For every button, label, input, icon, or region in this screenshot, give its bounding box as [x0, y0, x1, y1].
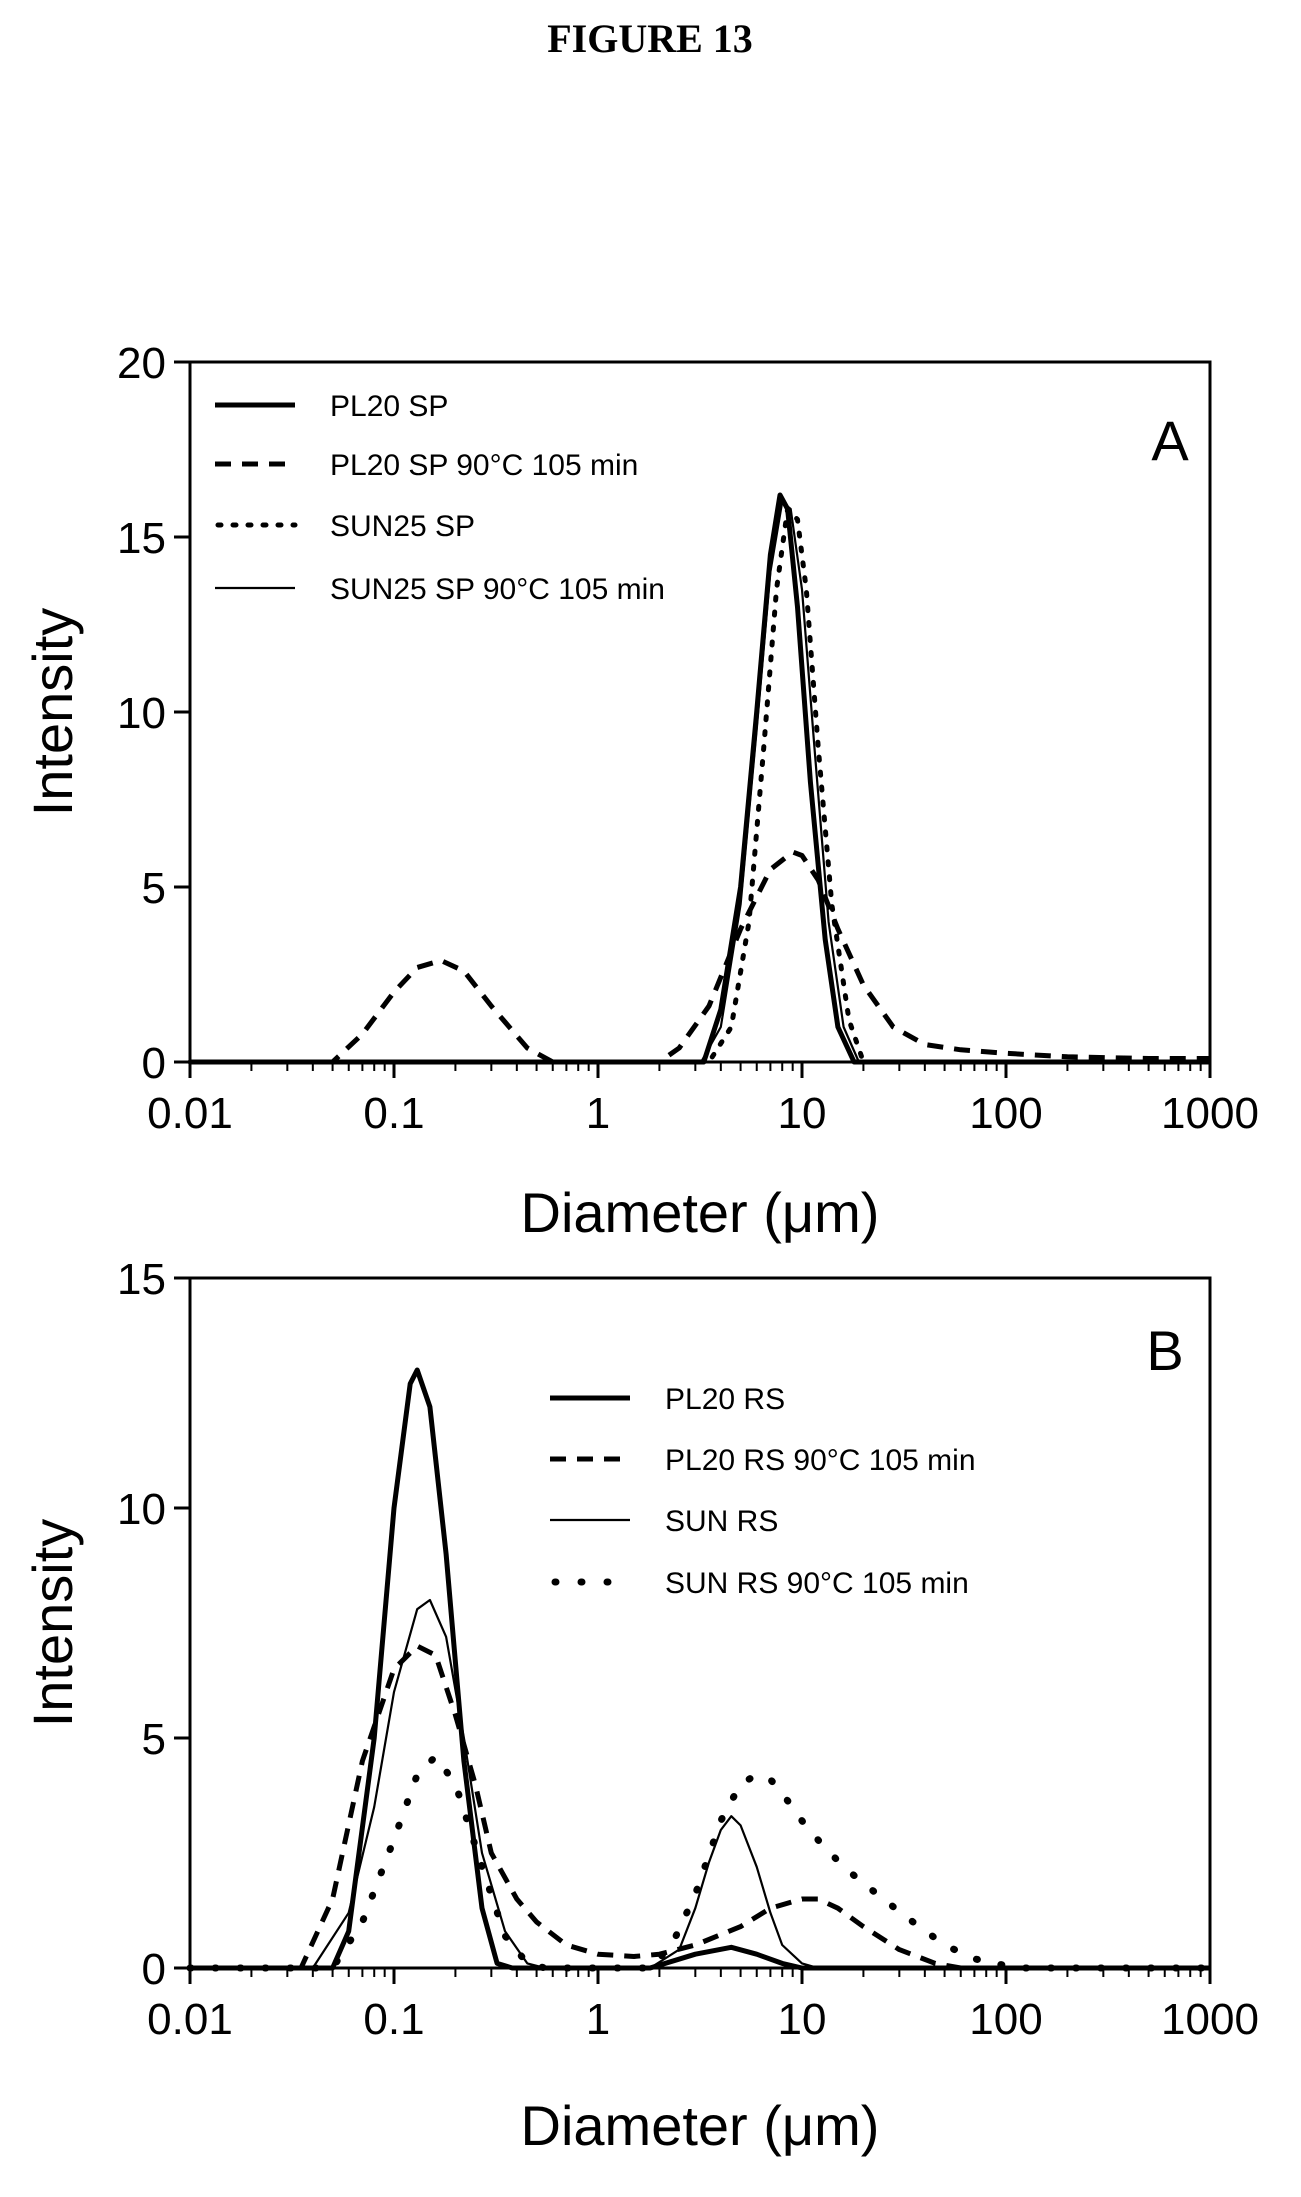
- legend-label-b-1: PL20 RS 90°C 105 min: [665, 1444, 976, 1477]
- x-tick-label-b-4: 100: [969, 1995, 1042, 2044]
- x-tick-label-b-3: 10: [778, 1995, 827, 2044]
- x-tick-label-a-0: 0.01: [147, 1089, 233, 1138]
- y-tick-label-a-2: 10: [117, 689, 166, 738]
- legend-label-a-3: SUN25 SP 90°C 105 min: [330, 573, 665, 606]
- y-axis-label-b: Intensity: [21, 1519, 84, 1728]
- legend-label-a-2: SUN25 SP: [330, 510, 475, 543]
- legend-label-b-2: SUN RS: [665, 1505, 778, 1538]
- y-tick-label-a-0: 0: [142, 1039, 166, 1088]
- series-line-a-1: [190, 849, 1210, 1065]
- y-tick-label-b-0: 0: [142, 1945, 166, 1994]
- legend-b: PL20 RS PL20 RS 90°C 105 min SUN RS SUN …: [550, 1383, 976, 1600]
- legend-label-b-3: SUN RS 90°C 105 min: [665, 1567, 969, 1600]
- series-line-b-0: [190, 1367, 1210, 1971]
- series-line-a-3: [190, 500, 1210, 1064]
- chart-panel-b: 0.01 0.1 1 10 100 1000 0 5 10 15 Diameter (μm) In…: [21, 1255, 1259, 2157]
- y-tick-label-a-3: 15: [117, 514, 166, 563]
- x-tick-label-b-1: 0.1: [363, 1995, 424, 2044]
- plot-frame-b: [188, 1276, 1212, 1970]
- axis-ticks-b: 0.01 0.1 1 10 100 1000 0 5 10 15: [117, 1255, 1259, 2044]
- y-tick-label-a-1: 5: [142, 864, 166, 913]
- legend-a: PL20 SP PL20 SP 90°C 105 min SUN25 SP SU…: [215, 390, 665, 606]
- panel-label-a: A: [1151, 409, 1189, 472]
- series-line-b-2: [190, 1598, 1210, 1970]
- x-axis-label-a: Diameter (μm): [521, 1181, 880, 1244]
- legend-label-a-0: PL20 SP: [330, 390, 448, 423]
- x-axis-label-b: Diameter (μm): [521, 2094, 880, 2157]
- x-tick-label-b-5: 1000: [1161, 1995, 1259, 2044]
- x-tick-label-a-3: 10: [778, 1089, 827, 1138]
- x-tick-label-b-0: 0.01: [147, 1995, 233, 2044]
- x-tick-label-a-1: 0.1: [363, 1089, 424, 1138]
- legend-label-a-1: PL20 SP 90°C 105 min: [330, 449, 638, 482]
- y-tick-label-b-1: 5: [142, 1715, 166, 1764]
- axis-ticks-a: 0.01 0.1 1 10 100 1000 0 5 10 15 20: [117, 339, 1259, 1138]
- series-group-a: [187, 492, 1213, 1065]
- y-tick-label-a-4: 20: [117, 339, 166, 388]
- x-tick-label-a-2: 1: [586, 1089, 610, 1138]
- x-tick-label-b-2: 1: [586, 1995, 610, 2044]
- series-group-b: [186, 1367, 1214, 1972]
- y-tick-label-b-2: 10: [117, 1485, 166, 1534]
- x-tick-label-a-4: 100: [969, 1089, 1042, 1138]
- series-line-b-3: [186, 1752, 1214, 1972]
- series-line-a-2: [187, 506, 1213, 1065]
- legend-label-b-0: PL20 RS: [665, 1383, 785, 1416]
- panel-label-b: B: [1146, 1319, 1183, 1382]
- x-tick-label-a-5: 1000: [1161, 1089, 1259, 1138]
- y-axis-label-a: Intensity: [21, 608, 84, 817]
- figure-title: FIGURE 13: [547, 16, 753, 61]
- y-tick-label-b-3: 15: [117, 1255, 166, 1304]
